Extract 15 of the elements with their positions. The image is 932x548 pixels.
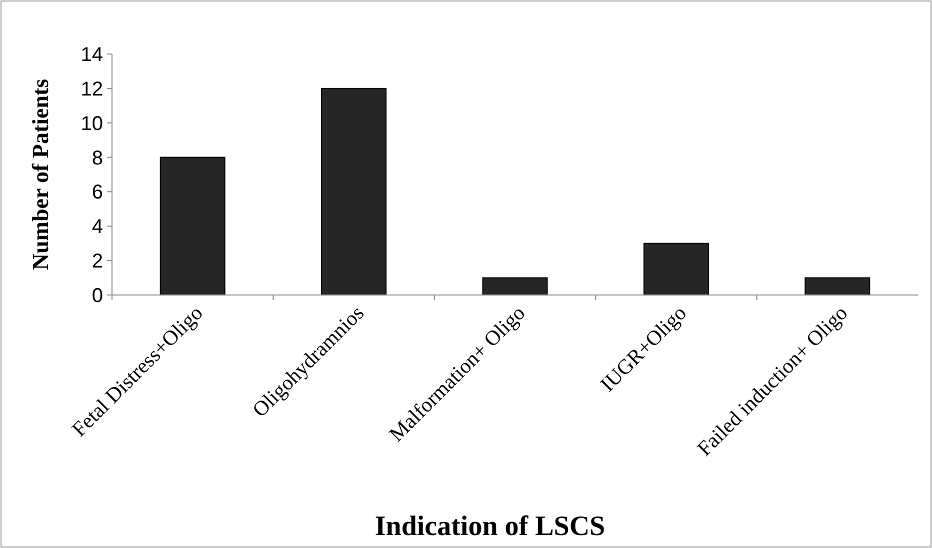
bar: [482, 277, 548, 296]
bar: [160, 156, 226, 296]
bar: [321, 88, 387, 296]
bar: [804, 277, 870, 296]
y-tick-label: 12: [80, 78, 103, 100]
y-tick-label: 4: [92, 216, 103, 238]
y-tick-label: 2: [92, 250, 103, 273]
x-axis-title: Indication of LSCS: [374, 511, 606, 542]
y-tick-label: 0: [92, 285, 103, 307]
bar: [643, 242, 709, 296]
y-tick-label: 10: [80, 112, 103, 135]
y-tick-label: 6: [92, 182, 103, 204]
y-axis-title: Number of Patients: [28, 78, 53, 270]
y-tick-label: 14: [80, 44, 103, 66]
y-tick-label: 8: [92, 147, 103, 170]
